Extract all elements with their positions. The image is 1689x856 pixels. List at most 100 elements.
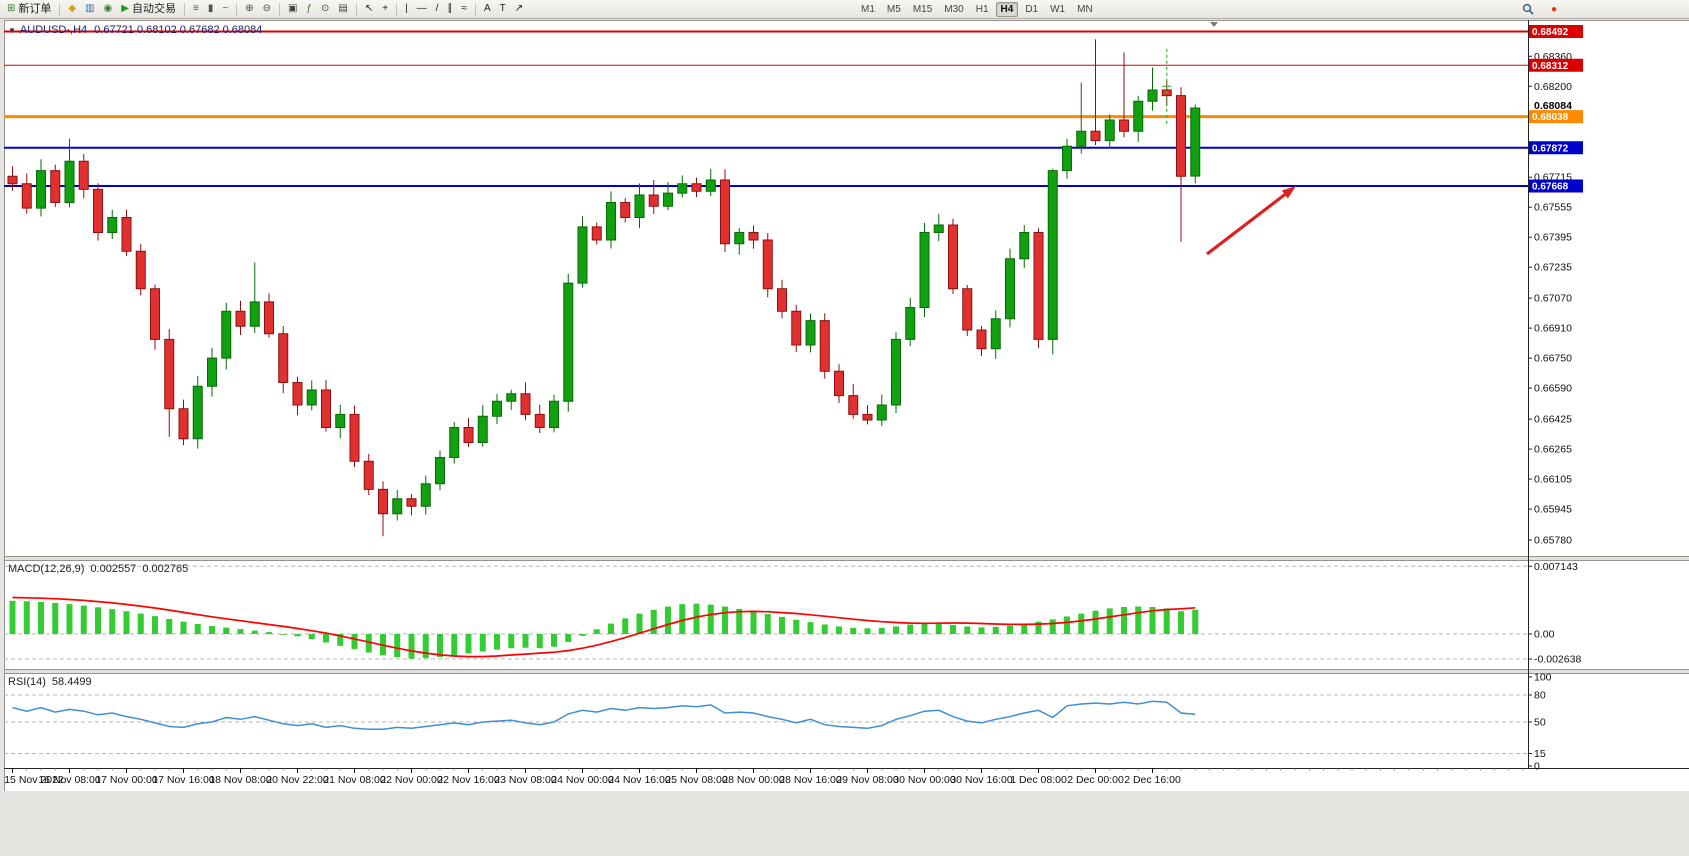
svg-text:20 Nov 22:00: 20 Nov 22:00 — [266, 774, 329, 786]
svg-text:17 Nov 16:00: 17 Nov 16:00 — [152, 774, 215, 786]
timeframe-m1-button[interactable]: M1 — [856, 2, 880, 17]
svg-text:21 Nov 08:00: 21 Nov 08:00 — [323, 774, 386, 786]
svg-text:24 Nov 00:00: 24 Nov 00:00 — [551, 774, 614, 786]
crosshair-button[interactable]: + — [378, 1, 392, 17]
indicators-button[interactable]: ƒ — [302, 1, 316, 17]
metaeditor-button[interactable]: ◆ — [64, 1, 80, 17]
svg-text:-0.002638: -0.002638 — [1534, 654, 1581, 666]
toolbar-separator — [59, 2, 61, 16]
toolbar-left-group: ⊞ 新订单 ◆ ▥ ◉ ▶ 自动交易 ≡ ▮ ~ ⊕ ⊖ ▣ ƒ ⊙ ▤ ↖ + | — / ∥ ≈ A T ↗ — [3, 1, 527, 17]
svg-text:2 Dec 16:00: 2 Dec 16:00 — [1124, 774, 1181, 786]
svg-text:0.65780: 0.65780 — [1534, 535, 1572, 547]
market-watch-button[interactable]: ◉ — [100, 1, 117, 17]
text-button[interactable]: A — [480, 1, 495, 17]
channel-button[interactable]: ∥ — [443, 1, 456, 17]
notification-dot-icon: ● — [1550, 4, 1557, 15]
timeframe-m5-button[interactable]: M5 — [882, 2, 906, 17]
price-scale[interactable]: 0.683600.682000.677150.675550.673950.672… — [1528, 25, 1583, 773]
svg-text:0.66590: 0.66590 — [1534, 383, 1572, 395]
svg-text:0.68038: 0.68038 — [1532, 112, 1569, 123]
svg-text:30 Nov 00:00: 30 Nov 00:00 — [893, 774, 956, 786]
zoom-in-button[interactable]: ⊕ — [241, 1, 257, 17]
svg-text:0.66425: 0.66425 — [1534, 414, 1572, 426]
macd-indicator-label: MACD(12,26,9) 0.002557 0.002765 — [8, 563, 188, 575]
toolbar-right-group: ● — [1518, 2, 1561, 18]
timeframe-h4-button[interactable]: H4 — [995, 2, 1019, 17]
search-button[interactable] — [1518, 2, 1538, 18]
templates-icon: ▤ — [338, 3, 348, 14]
pane-divider[interactable] — [4, 556, 1689, 674]
timeframe-m15-button[interactable]: M15 — [908, 2, 937, 17]
timeframe-d1-button[interactable]: D1 — [1020, 2, 1043, 17]
zoom-out-icon: ⊖ — [262, 3, 271, 14]
svg-text:0.67668: 0.67668 — [1532, 182, 1569, 193]
toolbar-separator — [396, 2, 398, 16]
chart-windows-button[interactable]: ▥ — [81, 1, 98, 17]
trendline-button[interactable]: / — [432, 1, 443, 17]
svg-text:25 Nov 08:00: 25 Nov 08:00 — [665, 774, 728, 786]
svg-text:24 Nov 16:00: 24 Nov 16:00 — [608, 774, 671, 786]
trend-arrow[interactable] — [1206, 186, 1296, 256]
fibonacci-button[interactable]: ≈ — [457, 1, 471, 17]
horizontal-level-lines[interactable] — [4, 30, 1528, 187]
timeframe-mn-button[interactable]: MN — [1072, 2, 1098, 17]
timeframe-group: M1 M5 M15 M30 H1 H4 D1 W1 MN — [856, 2, 1098, 17]
chart-title: ▼ AUDUSD-,H4 0.67721 0.68102 0.67682 0.680… — [8, 24, 262, 36]
chart-shift-marker-icon[interactable] — [1210, 22, 1218, 27]
svg-text:80: 80 — [1534, 690, 1546, 702]
timeframe-h1-button[interactable]: H1 — [971, 2, 994, 17]
svg-text:0.67395: 0.67395 — [1534, 232, 1572, 244]
timeframe-m30-button[interactable]: M30 — [939, 2, 968, 17]
autotrading-button[interactable]: ▶ 自动交易 — [117, 1, 180, 17]
notification-button[interactable]: ● — [1547, 2, 1561, 18]
macd-signal-line — [12, 596, 1196, 658]
cursor-button[interactable]: ↖ — [361, 1, 377, 17]
svg-text:0.00: 0.00 — [1534, 629, 1555, 641]
toolbar: ⊞ 新订单 ◆ ▥ ◉ ▶ 自动交易 ≡ ▮ ~ ⊕ ⊖ ▣ ƒ ⊙ ▤ ↖ + | — / ∥ ≈ A T ↗ M1 M5 M15 M… — [0, 0, 1689, 19]
macd-name: MACD(12,26,9) — [8, 563, 85, 575]
templates-button[interactable]: ▤ — [334, 1, 351, 17]
current-price-label: 0.68084 — [1534, 100, 1572, 112]
svg-text:15: 15 — [1534, 748, 1546, 760]
svg-text:0: 0 — [1534, 761, 1540, 773]
rsi-value: 58.4499 — [51, 676, 92, 688]
svg-text:28 Nov 00:00: 28 Nov 00:00 — [722, 774, 785, 786]
arrow-objects-icon: ↗ — [514, 3, 524, 14]
text-a-icon: A — [483, 3, 491, 14]
text-label-button[interactable]: T — [496, 1, 510, 17]
svg-text:0.67235: 0.67235 — [1534, 262, 1572, 274]
tile-windows-icon: ▣ — [287, 3, 298, 14]
timeframe-w1-button[interactable]: W1 — [1045, 2, 1070, 17]
indicator-grid — [4, 565, 1528, 754]
rsi-indicator-label: RSI(14) 58.4499 — [8, 676, 92, 688]
line-mode-button[interactable]: ~ — [218, 1, 232, 17]
toolbar-separator — [355, 2, 357, 16]
chart-menu-icon[interactable]: ▼ — [8, 26, 16, 35]
toolbar-separator — [474, 2, 476, 16]
order-marker[interactable] — [1162, 48, 1172, 124]
tile-windows-button[interactable]: ▣ — [284, 1, 301, 17]
svg-text:0.65945: 0.65945 — [1534, 504, 1572, 516]
toolbar-separator — [278, 2, 280, 16]
search-icon — [1522, 3, 1534, 18]
svg-text:30 Nov 16:00: 30 Nov 16:00 — [950, 774, 1013, 786]
periods-button[interactable]: ⊙ — [317, 1, 333, 17]
vertical-line-button[interactable]: | — [401, 1, 412, 17]
svg-text:0.67070: 0.67070 — [1534, 293, 1572, 305]
svg-text:50: 50 — [1534, 717, 1546, 729]
metaeditor-icon: ◆ — [68, 3, 77, 14]
vertical-line-icon: | — [405, 3, 408, 14]
new-order-button[interactable]: ⊞ 新订单 — [3, 1, 55, 17]
bars-mode-button[interactable]: ≡ — [189, 1, 203, 17]
svg-text:2 Dec 00:00: 2 Dec 00:00 — [1067, 774, 1124, 786]
svg-text:0.007143: 0.007143 — [1534, 561, 1578, 573]
zoom-out-button[interactable]: ⊖ — [259, 1, 275, 17]
arrows-button[interactable]: ↗ — [511, 1, 527, 17]
candles-mode-button[interactable]: ▮ — [204, 1, 218, 17]
svg-text:22 Nov 16:00: 22 Nov 16:00 — [437, 774, 500, 786]
horizontal-line-button[interactable]: — — [413, 1, 431, 17]
svg-text:0.68312: 0.68312 — [1532, 61, 1569, 72]
svg-text:23 Nov 08:00: 23 Nov 08:00 — [494, 774, 557, 786]
trendline-icon: / — [435, 3, 439, 14]
